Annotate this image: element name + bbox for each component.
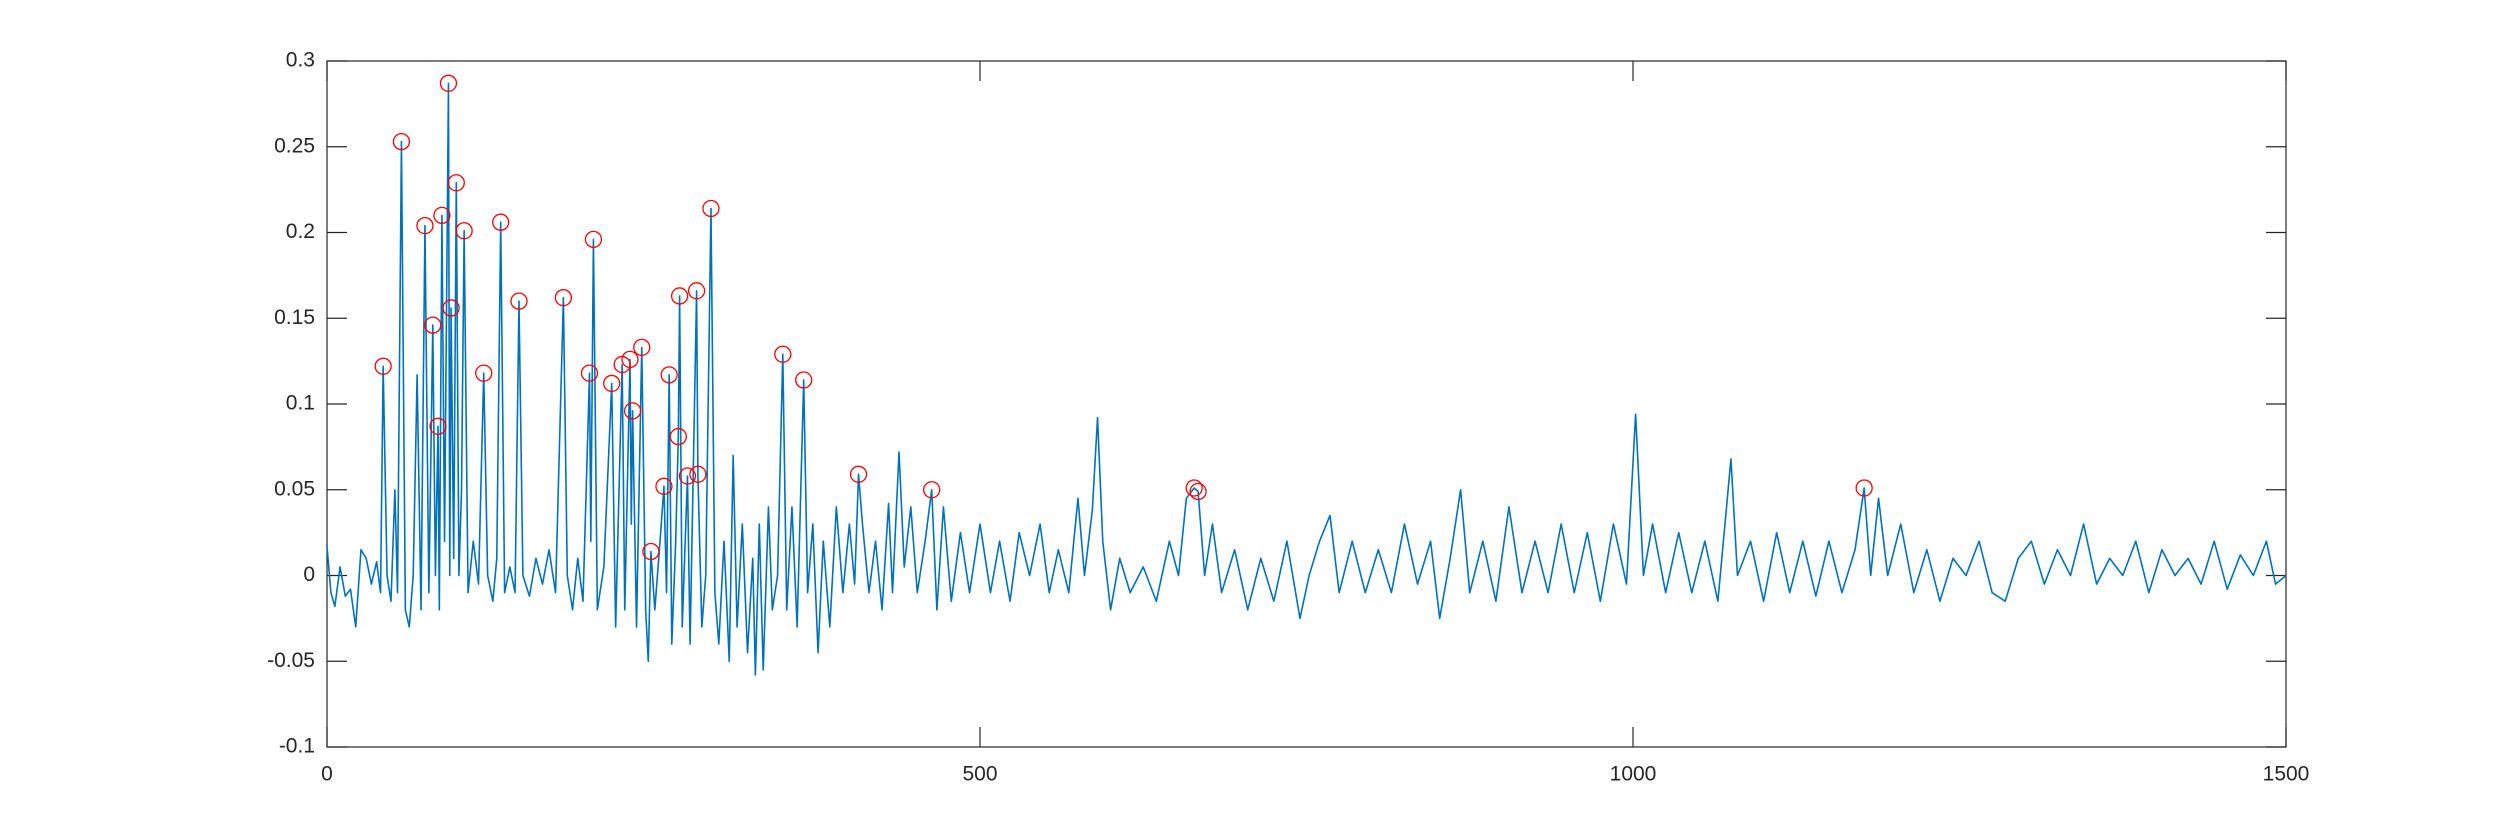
y-tick-label: -0.1 [279, 735, 315, 758]
peak-marker [795, 371, 813, 389]
peak-marker [923, 481, 941, 499]
peak-marker [687, 282, 706, 300]
peak-marker [510, 292, 528, 310]
peak-marker [774, 345, 792, 363]
peak-marker [1855, 479, 1873, 497]
peak-marker [424, 316, 442, 334]
peak-marker [660, 366, 678, 384]
peak-marker [623, 402, 642, 420]
x-tick-label: 500 [962, 763, 997, 786]
peak-marker [455, 222, 473, 240]
peak-marker [429, 417, 447, 435]
x-tick-label: 1500 [2263, 763, 2310, 786]
peak-marker [433, 206, 451, 225]
y-tick-label: -0.05 [267, 649, 315, 672]
peak-marker [670, 287, 689, 305]
peak-marker [584, 230, 603, 249]
peak-marker [655, 477, 673, 495]
y-tick-label: 0.2 [286, 220, 315, 243]
y-tick-label: 0.3 [286, 49, 315, 72]
peak-marker [689, 465, 707, 483]
y-tick-label: 0.25 [274, 134, 315, 157]
y-tick-label: 0.1 [286, 392, 315, 415]
signal-line [326, 82, 2287, 676]
peak-marker [416, 216, 434, 235]
peak-marker [669, 427, 687, 446]
y-tick-label: 0 [303, 563, 315, 586]
peak-marker [642, 542, 660, 561]
x-tick-label: 0 [321, 763, 333, 786]
peak-marker [1185, 479, 1203, 497]
y-tick-label: 0.05 [274, 477, 315, 500]
peak-marker [849, 465, 868, 483]
peak-marker [392, 132, 411, 151]
peak-marker [554, 289, 573, 307]
peak-marker [439, 74, 458, 92]
peak-marker [633, 338, 651, 357]
y-tick-label: 0.15 [274, 306, 315, 329]
peak-marker [442, 299, 460, 317]
peak-marker [580, 364, 599, 382]
peak-marker [621, 350, 639, 369]
peak-marker [475, 364, 493, 382]
peak-marker [678, 467, 697, 485]
peak-marker [603, 374, 621, 393]
axes-box [326, 60, 2287, 748]
peak-marker [1189, 482, 1207, 501]
peak-marker [447, 174, 465, 192]
peak-marker [702, 199, 720, 218]
peak-marker [492, 213, 510, 231]
peak-marker [374, 357, 392, 375]
x-tick-label: 1000 [1610, 763, 1657, 786]
